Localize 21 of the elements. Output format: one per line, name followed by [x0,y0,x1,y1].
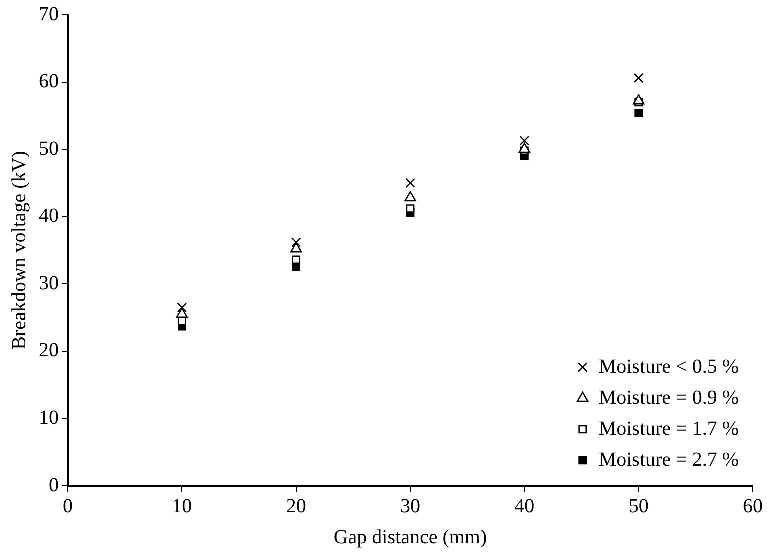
y-axis-title: Breakdown voltage (kV) [8,151,30,350]
legend-label: Moisture = 1.7 % [598,418,739,440]
y-tick-label: 10 [39,406,59,429]
legend-label: Moisture < 0.5 % [598,356,739,378]
legend-label: Moisture = 2.7 % [598,448,739,471]
x-axis-title: Gap distance (mm) [334,526,488,548]
x-tick-label: 60 [743,495,763,518]
x-tick-label: 50 [628,495,649,518]
legend-label: Moisture = 0.9 % [598,386,739,409]
x-tick-label: 40 [514,495,535,518]
y-tick-label: 20 [39,340,59,362]
y-tick-label: 50 [39,138,59,160]
x-tick-label: 30 [400,495,420,518]
y-tick-label: 70 [39,3,59,26]
x-tick-label: 0 [63,495,73,518]
y-tick-label: 30 [39,272,59,294]
x-tick-label: 20 [286,495,306,518]
y-tick-label: 40 [39,205,59,228]
y-tick-label: 0 [49,474,59,496]
x-tick-label: 10 [172,495,192,518]
y-tick-label: 60 [39,70,59,93]
